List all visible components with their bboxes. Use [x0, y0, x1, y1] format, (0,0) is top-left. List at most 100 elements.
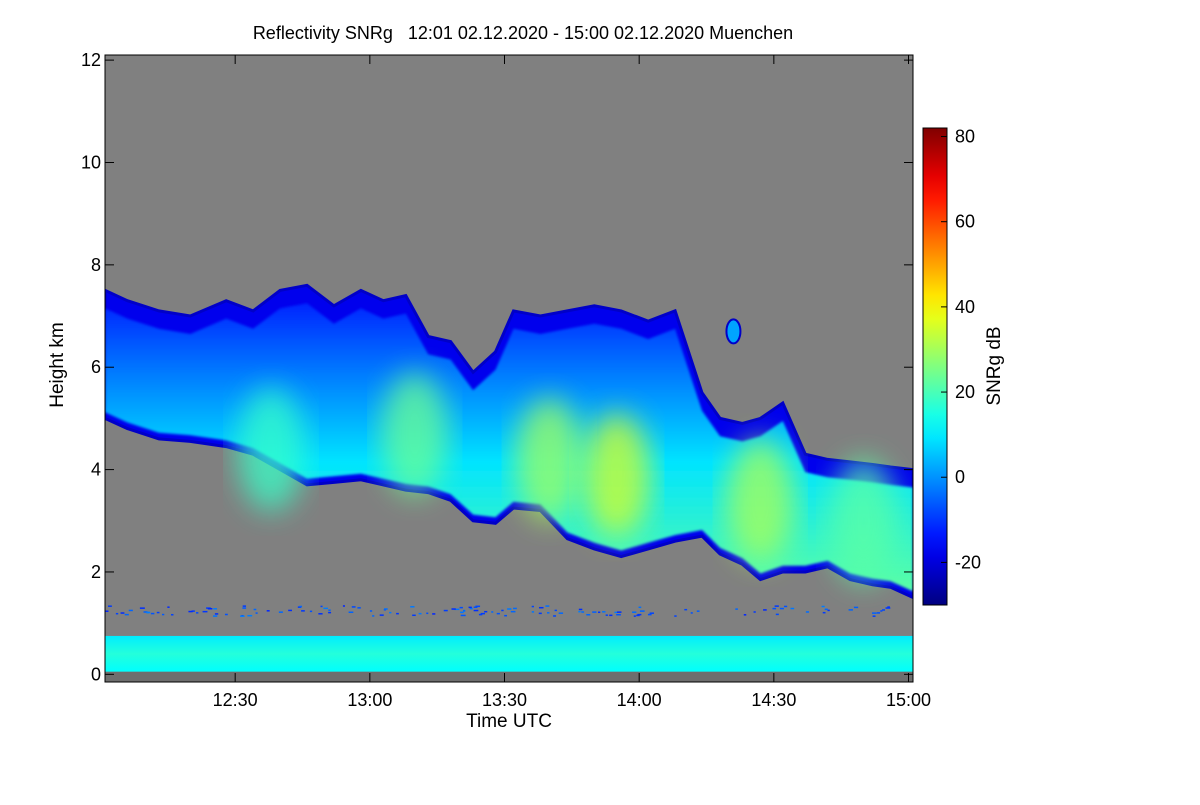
scattered-echo [636, 614, 640, 617]
scattered-echo [463, 609, 466, 612]
scattered-echo [753, 611, 756, 613]
scattered-echo [772, 607, 777, 610]
scattered-echo [633, 615, 636, 617]
scattered-echo [822, 611, 826, 614]
scattered-echo [301, 610, 305, 612]
scattered-echo [188, 610, 193, 613]
scattered-echo [743, 614, 747, 616]
scattered-echo [674, 615, 677, 617]
scattered-echo [124, 613, 129, 616]
scattered-echo [545, 605, 550, 607]
colorbar: -20 0 20 40 60 80 [922, 127, 981, 606]
reflectivity-core [380, 371, 449, 496]
scattered-echo [460, 611, 464, 614]
y-axis-label: Height km [47, 322, 68, 408]
scattered-echo [614, 611, 618, 614]
colorbar-gradient [922, 127, 948, 606]
scattered-echo [432, 613, 436, 615]
scattered-echo [538, 612, 542, 615]
plot-frame [104, 54, 914, 683]
data-layer [105, 283, 913, 682]
scattered-echo [383, 608, 388, 610]
scattered-echo [872, 612, 877, 614]
scattered-echo [578, 608, 583, 611]
y-tick-label: 10 [81, 152, 101, 172]
scattered-echo [426, 612, 429, 615]
x-tick-label: 13:30 [482, 690, 527, 710]
x-tick-label: 14:00 [617, 690, 662, 710]
y-tick-label: 8 [91, 255, 101, 275]
scattered-echo [328, 609, 331, 611]
scattered-echo [288, 609, 292, 612]
scattered-echo [885, 607, 891, 609]
reflectivity-core [726, 438, 795, 563]
scattered-echo [684, 608, 688, 611]
reflectivity-core [829, 458, 898, 583]
scattered-echo [255, 612, 258, 614]
scattered-echo [139, 607, 145, 609]
scattered-echo [507, 608, 512, 610]
y-tick-label: 6 [91, 357, 101, 377]
scattered-echo [581, 611, 585, 613]
scattered-echo [775, 613, 779, 616]
scattered-echo [475, 605, 481, 608]
scattered-echo [156, 611, 160, 614]
scattered-echo [299, 605, 303, 608]
x-axis-label: Time UTC [466, 711, 552, 732]
scattered-echo [774, 605, 779, 607]
scattered-echo [214, 613, 219, 615]
isolated-echo [725, 318, 742, 345]
scattered-echo [805, 611, 810, 613]
scattered-echo [616, 611, 622, 613]
scattered-echo [690, 612, 693, 614]
scattered-echo [880, 610, 883, 612]
scattered-echo [247, 614, 253, 617]
scattered-echo [357, 607, 361, 609]
scattered-echo [115, 612, 119, 615]
scattered-echo [213, 615, 218, 617]
scattered-echo [171, 613, 174, 616]
scattered-echo [504, 614, 508, 617]
scattered-echo [469, 607, 473, 610]
scattered-echo [484, 610, 488, 613]
scattered-echo [167, 606, 170, 608]
scattered-echo [790, 607, 795, 610]
scattered-echo [473, 606, 478, 609]
scattered-echo [351, 606, 356, 608]
scattered-echo [547, 612, 550, 614]
scattered-echo [638, 606, 642, 609]
scattered-echo [278, 611, 283, 613]
scattered-echo [478, 613, 483, 616]
scattered-echo [598, 611, 601, 614]
scattered-echo [460, 614, 466, 617]
scattered-echo [827, 609, 830, 612]
scattered-echo [510, 610, 516, 613]
scattered-echo [412, 614, 416, 617]
y-tick-label: 4 [91, 460, 101, 480]
colorbar-tick-label: 60 [955, 212, 975, 232]
scattered-echo [443, 609, 448, 612]
scattered-echo [480, 612, 485, 615]
scattered-echo [779, 607, 784, 610]
scattered-echo [128, 609, 133, 612]
scattered-echo [105, 610, 109, 612]
scattered-echo [143, 611, 148, 613]
scattered-echo [647, 613, 652, 616]
scattered-echo [531, 611, 535, 613]
colorbar-tick-label: 40 [955, 297, 975, 317]
scattered-echo [609, 614, 613, 617]
scattered-echo [309, 610, 313, 613]
scattered-echo [853, 606, 859, 609]
scattered-echo [887, 606, 890, 608]
scattered-echo [538, 606, 544, 609]
x-tick-label: 15:00 [886, 690, 931, 710]
x-tick-label: 13:00 [347, 690, 392, 710]
scattered-echo [369, 610, 373, 612]
scattered-echo [882, 609, 886, 611]
scattered-echo [242, 607, 247, 609]
colorbar-tick-label: 80 [955, 127, 975, 147]
scattered-echo [696, 610, 700, 612]
scattered-echo [202, 610, 208, 613]
